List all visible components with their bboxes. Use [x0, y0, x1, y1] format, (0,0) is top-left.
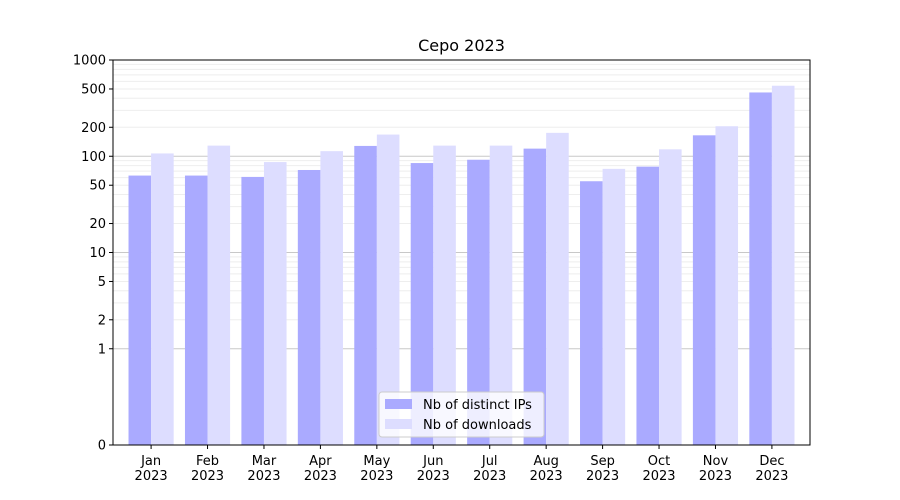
x-tick-label: Jun 2023	[417, 454, 450, 484]
bar-downloads	[546, 132, 569, 445]
x-tick-label: Jan 2023	[135, 454, 168, 484]
bar-downloads	[151, 153, 174, 445]
legend-label: Nb of downloads	[423, 418, 532, 433]
y-tick-label: 200	[81, 121, 106, 136]
legend-swatch	[385, 419, 412, 429]
bars	[128, 85, 795, 446]
bar-downloads	[433, 145, 456, 445]
y-tick-label: 10	[89, 246, 106, 261]
y-tick-label: 50	[89, 179, 106, 194]
bar-distinct-ips	[749, 92, 772, 445]
y-tick-label: 1000	[73, 54, 106, 69]
chart-title: Cepo 2023	[418, 36, 505, 55]
bar-distinct-ips	[523, 148, 547, 446]
bar-distinct-ips	[580, 181, 603, 445]
y-tick-label: 0	[98, 439, 106, 454]
bar-distinct-ips	[128, 175, 152, 445]
y-tick-label: 1	[98, 342, 106, 357]
bar-downloads	[320, 151, 343, 445]
x-tick-label: Oct 2023	[642, 454, 675, 484]
bar-downloads	[715, 126, 739, 446]
y-tick-label: 5	[98, 275, 106, 290]
bar-distinct-ips	[467, 159, 490, 446]
x-tick-label: Nov 2023	[699, 454, 732, 484]
x-tick-label: Jul 2023	[473, 454, 506, 484]
y-tick-label: 100	[81, 150, 106, 165]
x-axis: Jan 2023 Feb 2023 Mar 2023 Apr 2023 May 2023 Jun 20…	[135, 445, 788, 484]
x-tick-label: Apr 2023	[304, 454, 337, 484]
x-tick-label: Aug 2023	[530, 454, 563, 484]
y-tick-label: 2	[98, 313, 106, 328]
bar-distinct-ips	[692, 135, 716, 445]
y-tick-label: 500	[81, 82, 106, 97]
y-tick-label: 20	[89, 217, 106, 232]
bar-distinct-ips	[354, 145, 377, 446]
bar-downloads	[489, 145, 513, 445]
bar-distinct-ips	[410, 163, 434, 445]
bar-downloads	[771, 85, 795, 445]
legend-box	[378, 391, 545, 438]
bar-downloads	[659, 149, 682, 445]
x-tick-label: May 2023	[360, 454, 393, 484]
bar-downloads	[263, 162, 287, 445]
legend: Nb of distinct IPs Nb of downloads	[378, 391, 545, 438]
legend-swatch	[385, 399, 412, 409]
x-tick-label: Mar 2023	[247, 454, 280, 484]
bar-distinct-ips	[297, 169, 321, 445]
x-tick-label: Sep 2023	[586, 454, 619, 484]
bar-downloads	[207, 145, 231, 445]
x-tick-label: Feb 2023	[191, 454, 224, 484]
bar-downloads	[602, 168, 626, 446]
legend-label: Nb of distinct IPs	[423, 398, 532, 413]
y-axis: 0 1 2 5 10 20 50 100 200 500 1000	[73, 54, 113, 454]
bar-distinct-ips	[636, 166, 660, 445]
bar-distinct-ips	[241, 176, 264, 446]
x-tick-label: Dec 2023	[755, 454, 788, 484]
bar-distinct-ips	[184, 175, 208, 445]
bar-downloads	[376, 134, 400, 446]
